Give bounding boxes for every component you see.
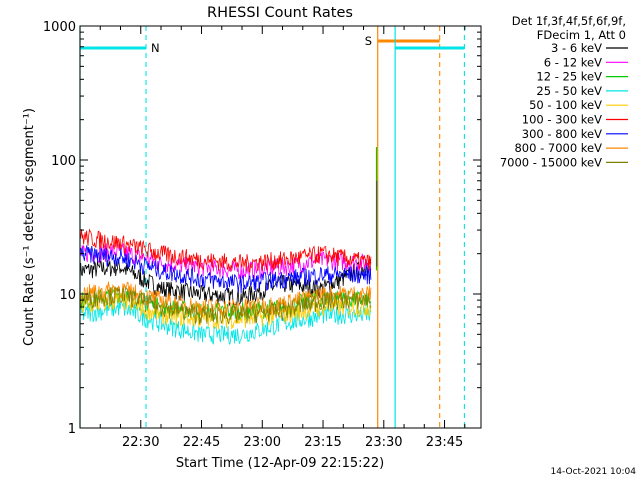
series-line (79, 244, 372, 294)
x-tick-label: 23:45 (426, 435, 463, 450)
series-line (79, 228, 372, 274)
legend-entry-label: 6 - 12 keV (544, 55, 602, 69)
y-tick-label: 1000 (43, 20, 76, 35)
legend-header-line: Det 1f,3f,4f,5f,6f,9f, (512, 14, 626, 28)
legend: Det 1f,3f,4f,5f,6f,9f,FDecim 1, Att 03 -… (500, 14, 628, 169)
y-tick-label: 1 (68, 422, 76, 437)
x-tick-label: 23:00 (244, 435, 281, 450)
legend-entry-label: 100 - 300 keV (522, 113, 602, 127)
y-tick-label: 10 (59, 288, 76, 303)
y-tick-label: 100 (51, 154, 76, 169)
x-axis: 22:30 22:45 23:00 23:15 23:30 23:45 (99, 26, 466, 450)
plot-frame (79, 25, 482, 429)
legend-entry-label: 12 - 25 keV (536, 70, 602, 84)
saa-label: S (365, 34, 372, 48)
timestamp-label: 14-Oct-2021 10:04 (551, 467, 637, 477)
x-tick-label: 23:15 (304, 435, 341, 450)
series-line (79, 285, 372, 325)
legend-header-line: FDecim 1, Att 0 (537, 28, 626, 42)
legend-entry-label: 800 - 7000 keV (514, 141, 602, 155)
legend-entry-label: 300 - 800 keV (522, 127, 602, 141)
x-tick-label: 22:45 (183, 435, 220, 450)
x-tick-label: 23:30 (365, 435, 402, 450)
legend-entry-label: 7000 - 15000 keV (500, 155, 602, 169)
legend-entry-label: 3 - 6 keV (551, 41, 602, 55)
x-tick-label: 22:30 (122, 435, 159, 450)
series-line (79, 243, 372, 280)
y-axis-label: Count Rate (s⁻¹ detector segment⁻¹) (22, 108, 37, 346)
legend-entry-label: 25 - 50 keV (536, 84, 602, 98)
legend-entry-label: 50 - 100 keV (529, 98, 602, 112)
x-axis-label: Start Time (12-Apr-09 22:15:22) (176, 456, 384, 471)
chart-title: RHESSI Count Rates (207, 5, 353, 21)
night-label: N (151, 41, 160, 55)
y-axis: 1 10 100 1000 (43, 20, 481, 437)
